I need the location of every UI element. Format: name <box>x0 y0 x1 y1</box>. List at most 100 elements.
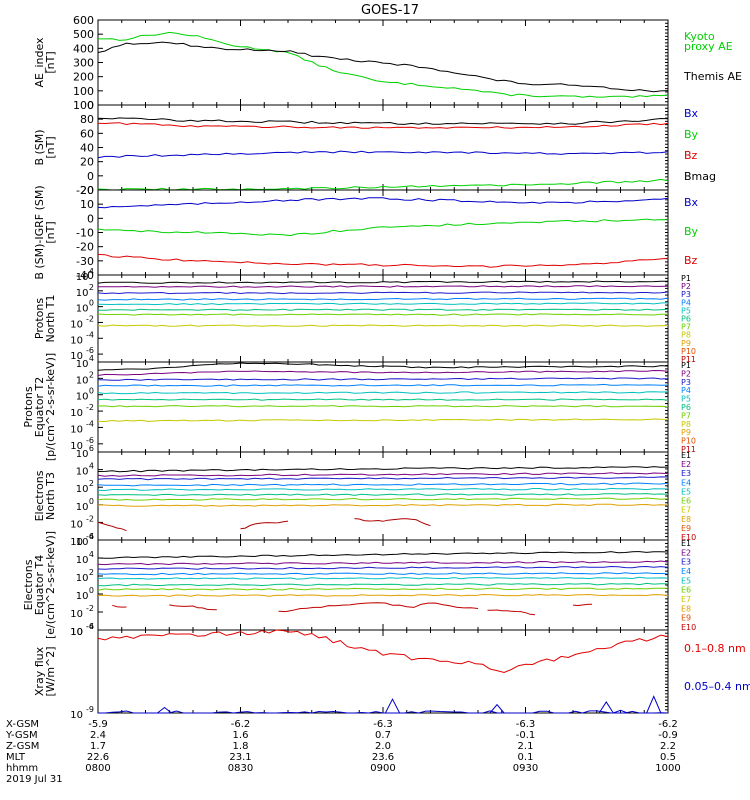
y-axis-label-line: Equator T2 <box>33 377 46 437</box>
series-0-1-0-8-nm <box>97 629 669 674</box>
y-tick-label-exponent: 0 <box>89 586 94 595</box>
y-tick-label: 40 <box>80 142 94 155</box>
y-tick-label-exponent: 2 <box>89 283 94 292</box>
y-tick-label-exponent: -6 <box>86 346 94 355</box>
footer-value: -6.2 <box>658 719 678 730</box>
y-tick-label: 0 <box>87 170 94 183</box>
y-tick-label-exponent: -6 <box>86 436 94 445</box>
y-tick-label: 10 <box>76 591 89 602</box>
series-e9c <box>354 518 431 527</box>
legend: Bx By Bz Bmag <box>684 107 716 183</box>
series-e2 <box>97 560 669 566</box>
y-tick-label: -30 <box>76 255 94 268</box>
y-tick-label: 10 <box>70 537 83 548</box>
y-tick-label: 600 <box>73 14 94 27</box>
y-tick-label: 0 <box>87 99 94 112</box>
y-tick-label: 300 <box>73 57 94 70</box>
y-tick-label: -10 <box>76 227 94 240</box>
series-e9b <box>169 604 217 611</box>
legend-label: E4 <box>681 478 691 487</box>
footer-value: 0.1 <box>518 752 534 763</box>
series-e4 <box>97 572 669 576</box>
y-tick-label-exponent: 6 <box>89 444 94 453</box>
legend-label: E7 <box>681 595 691 604</box>
legend-label: By <box>684 225 699 238</box>
y-tick-label: 10 <box>76 375 89 386</box>
y-tick-label: 10 <box>76 449 89 460</box>
spike-0-05-0-4-nm <box>613 709 628 714</box>
y-axis-label: AE_index[nT] <box>33 37 57 88</box>
legend-label: P8 <box>681 420 691 429</box>
y-tick-label: 10 <box>70 319 83 330</box>
y-tick-label: 10 <box>70 609 83 620</box>
series-e8 <box>98 503 669 507</box>
y-tick-label: 100 <box>73 99 94 112</box>
panels: 0100200300400500600AE_index[nT]Kyotoprox… <box>22 14 750 721</box>
series-p6 <box>97 398 669 401</box>
legend-label: P5 <box>681 395 691 404</box>
footer-value: 23.6 <box>372 752 394 763</box>
y-tick-label-exponent: 4 <box>89 267 94 276</box>
footer-value: 0.7 <box>375 730 391 741</box>
legend-label: P8 <box>681 331 691 340</box>
legend-label: Bx <box>684 196 699 209</box>
y-tick-label: 10 <box>76 502 89 513</box>
y-tick-label-exponent: 0 <box>89 299 94 308</box>
y-tick-label: 80 <box>80 113 94 126</box>
footer-value: 0.5 <box>660 752 676 763</box>
y-axis-label-line: [W/m^2] <box>44 646 57 696</box>
legend-label: E8 <box>681 515 691 524</box>
y-tick-label: 200 <box>73 71 94 84</box>
y-tick-label: 10 <box>70 408 83 419</box>
y-tick-label-exponent: 6 <box>89 532 94 541</box>
legend-label: P6 <box>681 403 691 412</box>
series-0-05-0-4-nm <box>98 710 669 714</box>
legend-label: Bz <box>684 149 698 162</box>
series-e6 <box>97 582 669 587</box>
series-p2 <box>97 369 669 376</box>
legend-label: P2 <box>681 282 691 291</box>
footer-value: 22.6 <box>87 752 109 763</box>
panel-frame <box>97 451 669 541</box>
y-axis-label-line: [e/(cm^2-s-sr-keV)] <box>44 531 57 639</box>
series-p6 <box>98 308 669 311</box>
legend-label: E4 <box>681 567 691 576</box>
series-e9c <box>278 602 479 613</box>
series-e5 <box>97 487 668 492</box>
legend-label: Kyoto <box>684 30 715 43</box>
footer-value: 0830 <box>228 763 253 774</box>
y-tick-label-exponent: -4 <box>86 330 94 339</box>
y-axis-label: B (SM)[nT] <box>33 129 57 165</box>
series-p4 <box>97 383 669 387</box>
series-bz <box>97 253 669 268</box>
legend-label: E6 <box>681 497 691 506</box>
spike-0-05-0-4-nm <box>598 701 614 714</box>
y-tick-label: 10 <box>76 555 89 566</box>
footer-value: 0800 <box>85 763 110 774</box>
y-tick-label: 500 <box>73 28 94 41</box>
footer-value: 2.4 <box>90 730 106 741</box>
legend-label: Bx <box>684 107 699 120</box>
legend-label: E9 <box>681 524 691 533</box>
plot-title: GOES-17 <box>361 3 419 18</box>
legend-label: Bz <box>684 254 698 267</box>
y-axis-label-line: Xray flux <box>33 646 46 696</box>
legend-label: Bmag <box>684 170 716 183</box>
legend-label: P11 <box>681 355 696 364</box>
footer-value: -6.2 <box>231 719 251 730</box>
series-p1 <box>97 280 669 284</box>
legend-label: E5 <box>681 576 691 585</box>
legend-label: proxy AE <box>684 40 733 53</box>
y-axis-label-line: Equator T4 <box>33 555 46 615</box>
y-tick-label: 10 <box>70 519 83 530</box>
legend-label: E2 <box>681 460 691 469</box>
y-tick-label: 0 <box>87 212 94 225</box>
y-tick-label: 400 <box>73 42 94 55</box>
series-e9e <box>572 603 593 607</box>
